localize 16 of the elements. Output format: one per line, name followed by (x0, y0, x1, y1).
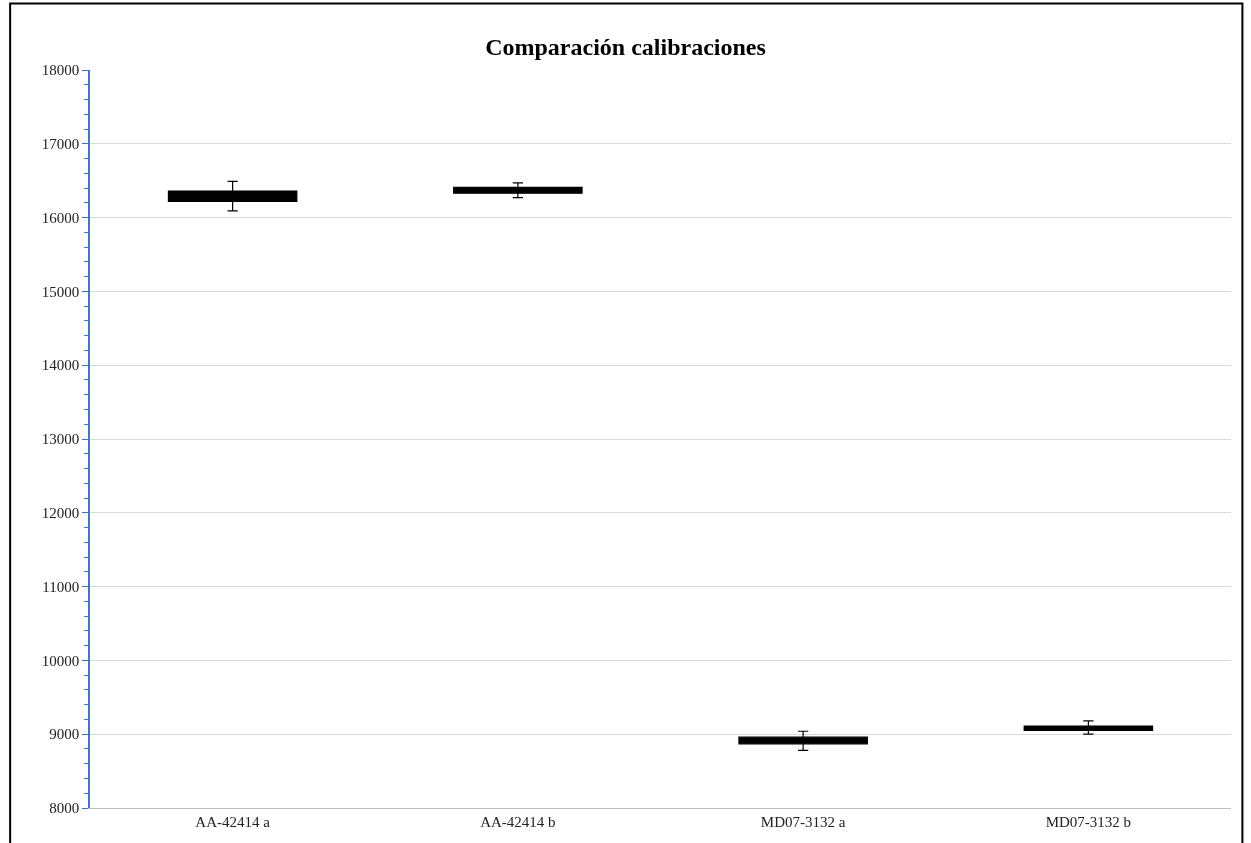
x-tick-label: MD07-3132 b (1045, 814, 1132, 830)
x-tick-label: MD07-3132 a (760, 814, 846, 830)
y-tick-label: 17000 (41, 136, 80, 153)
y-tick-label: 10000 (41, 652, 80, 669)
y-tick-label: 12000 (41, 505, 80, 522)
y-tick-label: 15000 (41, 283, 80, 300)
y-tick-label: 9000 (49, 726, 80, 743)
y-tick-label: 18000 (41, 62, 80, 79)
chart-title: Comparación calibraciones (485, 33, 766, 60)
x-tick-label: AA-42414 b (480, 814, 556, 830)
y-tick-label: 11000 (42, 578, 80, 595)
y-tick-label: 8000 (49, 800, 80, 817)
y-tick-label: 13000 (41, 431, 80, 448)
y-tick-label: 14000 (41, 357, 80, 374)
y-tick-label: 16000 (41, 209, 80, 226)
x-tick-label: AA-42414 a (195, 814, 271, 830)
